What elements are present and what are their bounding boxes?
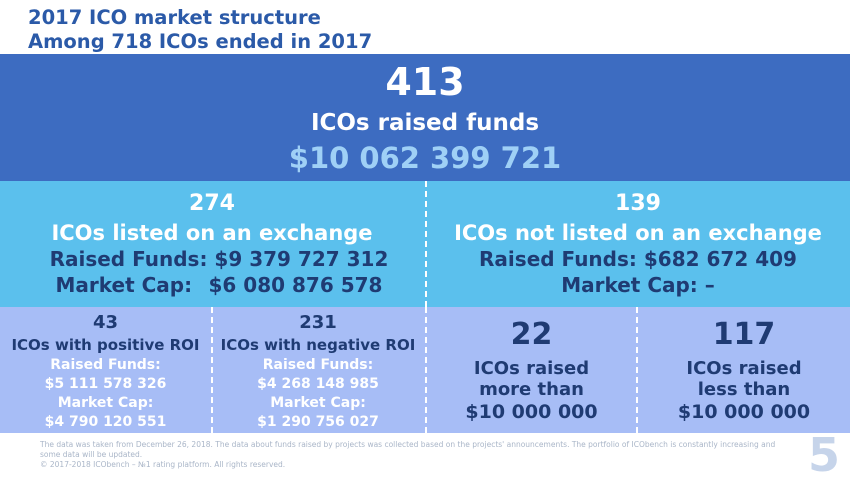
not-listed-column: 139 ICOs not listed on an exchange Raise… xyxy=(426,181,850,307)
total-raised-count: 413 xyxy=(385,60,465,104)
footer-notes: The data was taken from December 26, 201… xyxy=(40,440,780,470)
bottom-divider-3 xyxy=(636,307,638,433)
roi-and-size-block: 43 ICOs with positive ROI Raised Funds: … xyxy=(0,307,850,433)
negative-roi-funds-value: $4 268 148 985 xyxy=(257,376,379,392)
raised-less-line1: ICOs raised xyxy=(686,358,802,379)
listed-funds-line: Raised Funds: $9 379 727 312 xyxy=(0,246,424,272)
negative-roi-count: 231 xyxy=(299,312,337,333)
positive-roi-funds-label: Raised Funds: xyxy=(50,357,161,373)
positive-roi-cap-value: $4 790 120 551 xyxy=(44,414,167,430)
positive-roi-funds-value: $5 111 578 326 xyxy=(44,376,167,392)
listed-cap-label: Market Cap: xyxy=(55,273,193,297)
not-listed-funds-value: $682 672 409 xyxy=(643,247,797,271)
negative-roi-cap-value: $1 290 756 027 xyxy=(257,414,379,430)
slide-subtitle: Among 718 ICOs ended in 2017 xyxy=(28,30,373,53)
raised-less-count: 117 xyxy=(712,317,776,352)
not-listed-count: 139 xyxy=(615,191,661,216)
raised-more-line1: ICOs raised xyxy=(473,358,590,379)
not-listed-cap-line: Market Cap: – xyxy=(426,272,850,298)
listed-cap-line: Market Cap: $6 080 876 578 xyxy=(0,272,424,298)
exchange-split-block: 274 ICOs listed on an exchange Raised Fu… xyxy=(0,181,850,307)
not-listed-cap-value: – xyxy=(704,273,715,297)
listed-funds-value: $9 379 727 312 xyxy=(214,247,389,271)
positive-roi-column: 43 ICOs with positive ROI Raised Funds: … xyxy=(0,307,211,433)
raised-less-line2: less than xyxy=(697,379,791,400)
negative-roi-cap-label: Market Cap: xyxy=(270,395,366,411)
bottom-divider-1 xyxy=(211,307,213,433)
total-raised-label: ICOs raised funds xyxy=(310,110,540,136)
page-number: 5 xyxy=(808,428,841,482)
raised-more-line2: more than xyxy=(479,379,584,400)
slide-title: 2017 ICO market structure xyxy=(28,6,321,29)
positive-roi-label: ICOs with positive ROI xyxy=(11,336,200,354)
positive-roi-count: 43 xyxy=(92,312,119,333)
listed-count: 274 xyxy=(189,191,235,216)
raised-more-threshold: $10 000 000 xyxy=(465,401,598,423)
footer-data-note: The data was taken from December 26, 201… xyxy=(40,440,776,459)
raised-less-column: 117 ICOs raised less than $10 000 000 xyxy=(638,307,850,433)
not-listed-funds-label: Raised Funds: xyxy=(479,247,637,271)
not-listed-cap-label: Market Cap: xyxy=(561,273,698,297)
raised-more-count: 22 xyxy=(510,317,553,352)
slide-header: 2017 ICO market structure Among 718 ICOs… xyxy=(28,6,372,54)
footer-copyright: © 2017-2018 ICObench – №1 rating platfor… xyxy=(40,460,286,469)
positive-roi-cap-label: Market Cap: xyxy=(57,395,154,411)
bottom-divider-2 xyxy=(425,307,427,433)
listed-cap-value: $6 080 876 578 xyxy=(208,273,383,297)
not-listed-funds-line: Raised Funds: $682 672 409 xyxy=(426,246,850,272)
not-listed-label: ICOs not listed on an exchange xyxy=(454,221,822,245)
raised-more-column: 22 ICOs raised more than $10 000 000 xyxy=(427,307,636,433)
middle-divider xyxy=(425,181,427,307)
listed-funds-label: Raised Funds: xyxy=(49,247,208,271)
negative-roi-column: 231 ICOs with negative ROI Raised Funds:… xyxy=(213,307,423,433)
listed-label: ICOs listed on an exchange xyxy=(51,221,373,245)
negative-roi-funds-label: Raised Funds: xyxy=(262,357,374,373)
listed-column: 274 ICOs listed on an exchange Raised Fu… xyxy=(0,181,424,307)
negative-roi-label: ICOs with negative ROI xyxy=(220,336,416,354)
raised-less-threshold: $10 000 000 xyxy=(677,401,811,423)
total-raised-amount: $10 062 399 721 xyxy=(288,141,562,175)
total-raised-block: 413 ICOs raised funds $10 062 399 721 xyxy=(0,54,850,181)
